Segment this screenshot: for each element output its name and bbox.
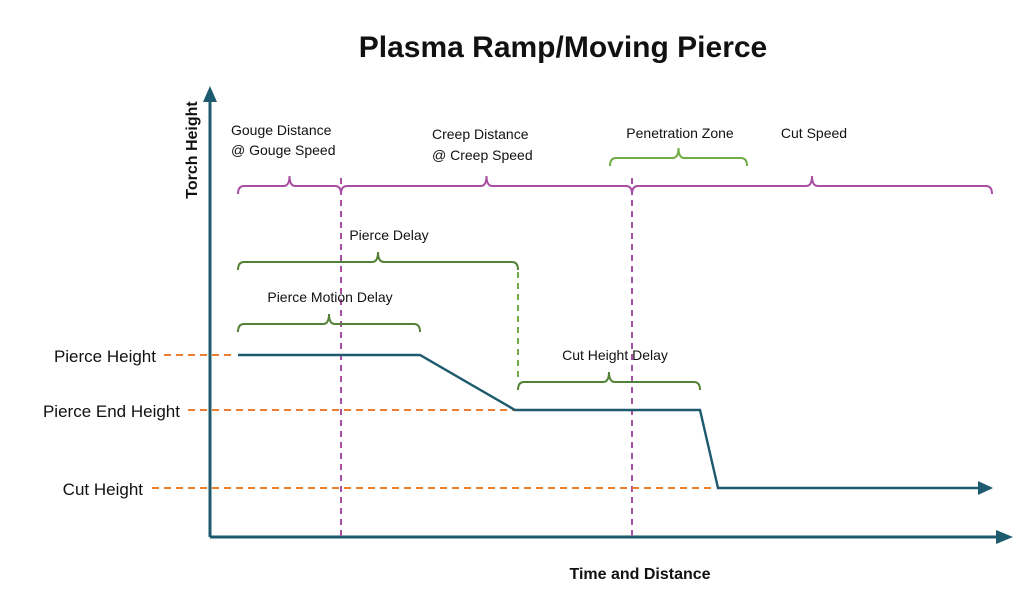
y-axis-arrow-icon — [203, 86, 217, 102]
x-axis-arrow-icon — [996, 530, 1013, 544]
y-axis-label: Torch Height — [184, 101, 201, 199]
cut-speed-label: Cut Speed — [781, 125, 847, 141]
x-axis-label: Time and Distance — [569, 566, 710, 583]
curve-arrow-icon — [978, 481, 993, 495]
gouge-distance-brace — [237, 175, 342, 195]
pierce-delay-label: Pierce Delay — [349, 227, 428, 243]
creep-distance-label-line1: Creep Distance — [432, 126, 529, 142]
diagram-title: Plasma Ramp/Moving Pierce — [359, 31, 768, 64]
pierce-motion-delay-label: Pierce Motion Delay — [267, 289, 392, 305]
pierce-end-height-label: Pierce End Height — [43, 402, 180, 421]
cut-height-label: Cut Height — [63, 480, 144, 499]
cut-height-delay-label: Cut Height Delay — [562, 347, 668, 363]
penetration-zone-label: Penetration Zone — [626, 125, 734, 141]
gouge-distance-label-line1: Gouge Distance — [231, 122, 332, 138]
creep-distance-brace — [340, 175, 633, 195]
pierce-delay-brace — [237, 251, 519, 271]
pierce-height-label: Pierce Height — [54, 347, 156, 366]
torch-height-curve — [238, 353, 980, 490]
cut-speed-brace — [631, 175, 993, 195]
creep-distance-label-line2: @ Creep Speed — [432, 147, 533, 163]
gouge-distance-label-line2: @ Gouge Speed — [231, 142, 336, 158]
cut-height-delay-brace — [517, 371, 701, 391]
penetration-zone-brace — [609, 147, 748, 167]
pierce-motion-delay-brace — [237, 313, 421, 333]
